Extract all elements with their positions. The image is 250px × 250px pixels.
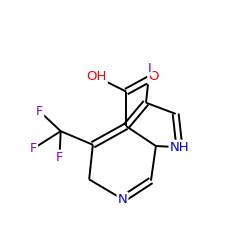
Text: N: N [118, 193, 128, 206]
Text: OH: OH [86, 70, 107, 83]
Text: F: F [56, 151, 63, 164]
Text: F: F [30, 142, 37, 155]
Text: F: F [36, 105, 43, 118]
Text: NH: NH [170, 141, 189, 154]
Text: O: O [148, 70, 159, 83]
Text: I: I [148, 62, 152, 75]
